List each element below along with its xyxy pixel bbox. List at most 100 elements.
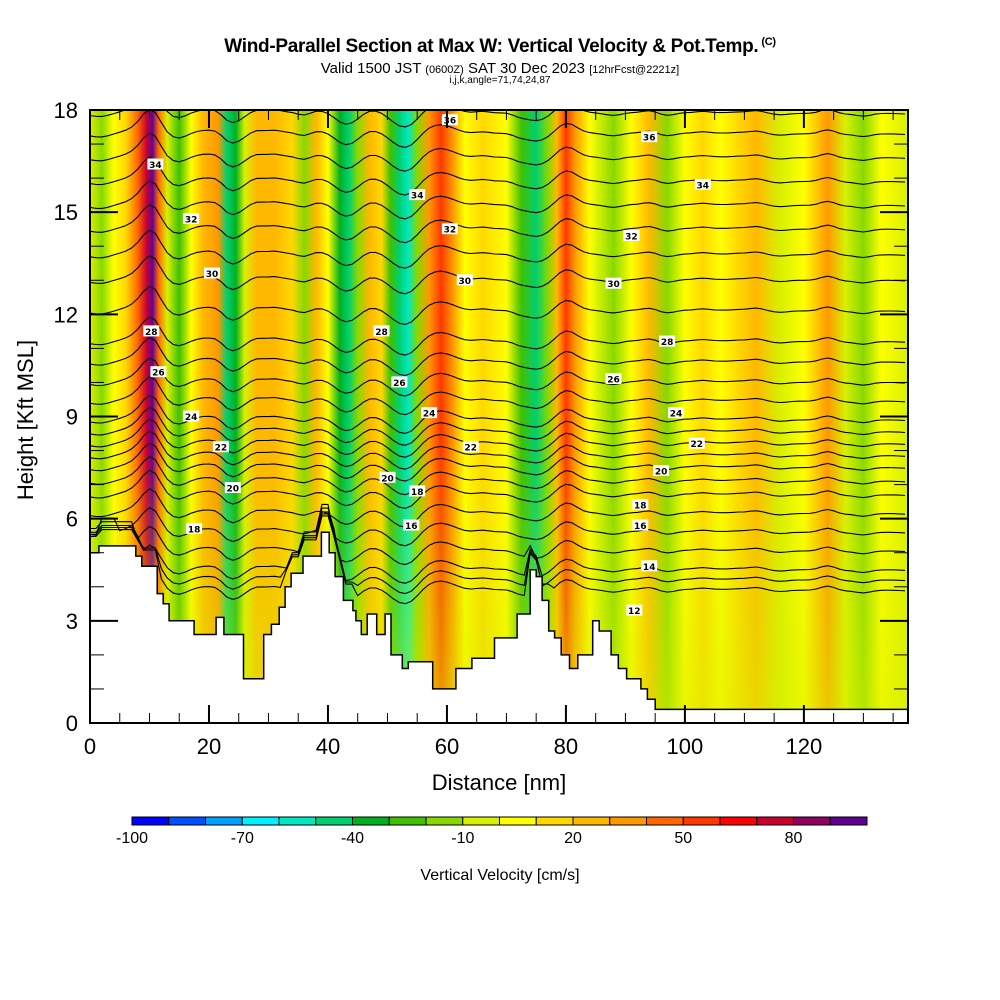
colorbar-tick-label: -100 — [116, 830, 148, 847]
contour-label-text: 22 — [215, 444, 228, 454]
colorbar-tick-label: -70 — [231, 830, 254, 847]
theta-contour-29 — [90, 285, 906, 325]
contour-label: 32 — [623, 230, 640, 243]
contour-label-box — [632, 499, 649, 510]
theta-contour-12 — [90, 515, 906, 605]
theta-contour-37 — [90, 110, 906, 128]
contour-label-box — [204, 267, 220, 279]
contour-label-box — [421, 407, 438, 419]
contour-label-box — [373, 325, 390, 337]
colorbar-tick-label: 80 — [785, 830, 803, 847]
valid-utc: (0600Z) — [425, 64, 464, 76]
colorbar-segment-3 — [241, 816, 280, 826]
contour-label: 36 — [441, 114, 458, 127]
contour-label-box — [623, 230, 640, 241]
colorbar-tick-label: -40 — [341, 830, 364, 847]
colorbar-segment-14 — [646, 816, 684, 826]
contour-label-box — [653, 465, 670, 476]
copyright-mark: (C) — [761, 36, 776, 48]
theta-contour-28 — [90, 316, 906, 356]
theta-contour-31 — [90, 229, 906, 269]
x-tick-label: 120 — [786, 734, 823, 759]
chart-title-text: Wind-Parallel Section at Max W: Vertical… — [224, 36, 759, 57]
y-tick-label: 0 — [66, 711, 78, 736]
contour-label-text: 22 — [464, 444, 477, 454]
contour-label-box — [186, 522, 203, 534]
contour-label: 24 — [668, 407, 684, 420]
theta-contour-14 — [90, 511, 906, 584]
theta-contour-16 — [90, 503, 906, 547]
plot-area: 12 14 16 16 18 18 18 20 20 20 22 22 22 24 24 24 26 26 26 28… — [90, 110, 908, 723]
colorbar-segment-17 — [756, 816, 794, 826]
theta-contour-15 — [90, 507, 906, 566]
contour-label-text: 30 — [459, 277, 472, 287]
y-tick-label: 9 — [66, 405, 78, 430]
colorbar-tick-label: 20 — [564, 830, 582, 847]
theta-contour-30 — [90, 254, 906, 295]
contour-label-box — [212, 441, 229, 453]
y-tick-label: 6 — [66, 507, 78, 532]
grid-indices: i,j,k,angle=71,74,24,87 — [449, 75, 551, 86]
forecast-info: [12hrFcst@2221z] — [589, 64, 680, 76]
contour-label: 18 — [632, 499, 649, 512]
valid-date: SAT 30 Dec 2023 — [467, 60, 586, 77]
contour-label-text: 16 — [405, 522, 418, 532]
contour-label: 20 — [653, 465, 670, 478]
theta-contour-35 — [90, 132, 906, 172]
contour-label-text: 34 — [697, 181, 710, 191]
theta-contour-25 — [90, 375, 906, 416]
contour-label-text: 20 — [381, 474, 394, 484]
colorbar-segment-0 — [131, 816, 170, 826]
colorbar-segment-6 — [352, 816, 390, 826]
contour-label-box — [403, 519, 420, 531]
contour-label: 24 — [183, 410, 200, 423]
contour-label-text: 26 — [393, 379, 406, 389]
contour-label: 12 — [626, 604, 643, 617]
theta-contour-27 — [90, 336, 906, 377]
contour-label: 20 — [379, 471, 396, 484]
contour-label: 32 — [441, 223, 458, 236]
contour-label: 30 — [605, 277, 622, 290]
terrain — [90, 531, 908, 723]
contour-label: 18 — [409, 485, 426, 498]
contour-label-box — [659, 335, 676, 347]
colorbar-tick-label: -10 — [451, 830, 474, 847]
contour-label-text: 36 — [643, 134, 656, 144]
contour-label-box — [605, 373, 622, 384]
theta-contour-36 — [90, 110, 906, 148]
contour-label: 30 — [204, 267, 220, 280]
colorbar-segment-10 — [499, 816, 537, 826]
contour-label: 34 — [147, 158, 164, 171]
x-tick-label: 0 — [84, 734, 96, 759]
contour-label-box — [456, 274, 473, 286]
contour-label: 32 — [183, 213, 200, 226]
colorbar-tick-labels: -100 -70 -40 -10 20 50 80 — [116, 830, 803, 847]
contour-label: 28 — [659, 335, 676, 348]
contour-label-text: 28 — [375, 328, 388, 338]
contour-label-box — [641, 131, 658, 143]
theta-contour-32 — [90, 203, 906, 244]
colorbar-segment-2 — [205, 816, 243, 826]
theta-contour-24 — [90, 394, 906, 434]
contour-label-text: 14 — [643, 563, 656, 573]
contour-label-box — [391, 376, 408, 388]
y-tick-label: 3 — [66, 609, 78, 634]
theta-contour-20 — [90, 442, 906, 482]
x-tick-labels: 0 20 40 60 80 100 120 — [84, 734, 822, 759]
x-tick-label: 100 — [667, 734, 704, 759]
contour-label-box — [462, 441, 479, 453]
contour-label-box — [150, 366, 167, 378]
contour-label-text: 32 — [185, 216, 198, 226]
theta-contour-33 — [90, 180, 906, 220]
contour-label: 22 — [462, 441, 479, 454]
contour-label-box — [441, 114, 458, 126]
y-tick-label: 15 — [54, 200, 78, 225]
contour-label-text: 20 — [227, 485, 240, 495]
contour-label: 26 — [150, 366, 167, 379]
colorbar — [131, 816, 868, 826]
theta-contours — [90, 110, 906, 605]
contour-label-text: 30 — [206, 270, 219, 280]
contour-label: 24 — [421, 407, 438, 420]
contour-label-text: 30 — [607, 280, 620, 290]
theta-contour-17 — [90, 488, 906, 528]
